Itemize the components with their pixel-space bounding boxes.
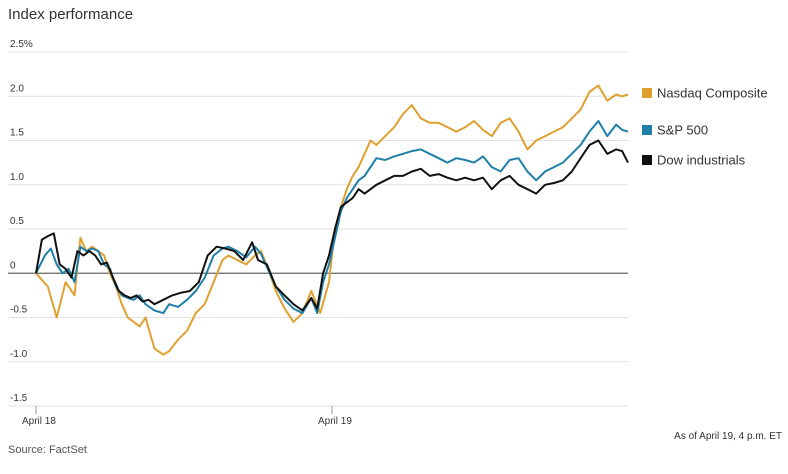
tick-layer: 2.5% 2.0 1.5 1.0 0.5 0 -0.5 -1.0 -1.5 April 18 Apr… [10, 39, 352, 427]
legend-item-nasdaq: Nasdaq Composite [642, 84, 768, 100]
y-tick-label: -1.5 [10, 393, 28, 404]
legend-swatch-dow [642, 154, 652, 165]
series-layer [35, 84, 629, 356]
series-line-nasdaq-composite [35, 84, 629, 356]
y-tick-label: 1.0 [10, 172, 24, 183]
y-tick-label: 0.5 [10, 216, 24, 227]
series-line-s-p-500 [35, 120, 629, 315]
y-tick-label: 2.0 [10, 83, 24, 94]
legend-item-dow: Dow industrials [642, 151, 745, 167]
y-tick-label: 2.5% [10, 39, 33, 50]
legend-swatch-nasdaq [642, 87, 652, 98]
legend-label-nasdaq: Nasdaq Composite [657, 85, 768, 101]
chart-title: Index performance [8, 6, 134, 23]
legend-item-sp500: S&P 500 [642, 121, 708, 137]
y-tick-label: 1.5 [10, 128, 24, 139]
source-note: Source: FactSet [8, 444, 87, 456]
timestamp-note: As of April 19, 4 p.m. ET [674, 431, 782, 442]
legend-swatch-sp500 [642, 124, 652, 135]
y-tick-label: 0 [10, 260, 16, 271]
grid-layer [8, 51, 628, 407]
y-tick-label: -0.5 [10, 305, 28, 316]
y-tick-label: -1.0 [10, 349, 28, 360]
x-tick-label: April 18 [22, 416, 56, 427]
x-tick-label: April 19 [318, 416, 352, 427]
series-line-dow-industrials [35, 139, 629, 312]
legend-label-dow: Dow industrials [657, 152, 746, 168]
legend-label-sp500: S&P 500 [657, 122, 709, 138]
